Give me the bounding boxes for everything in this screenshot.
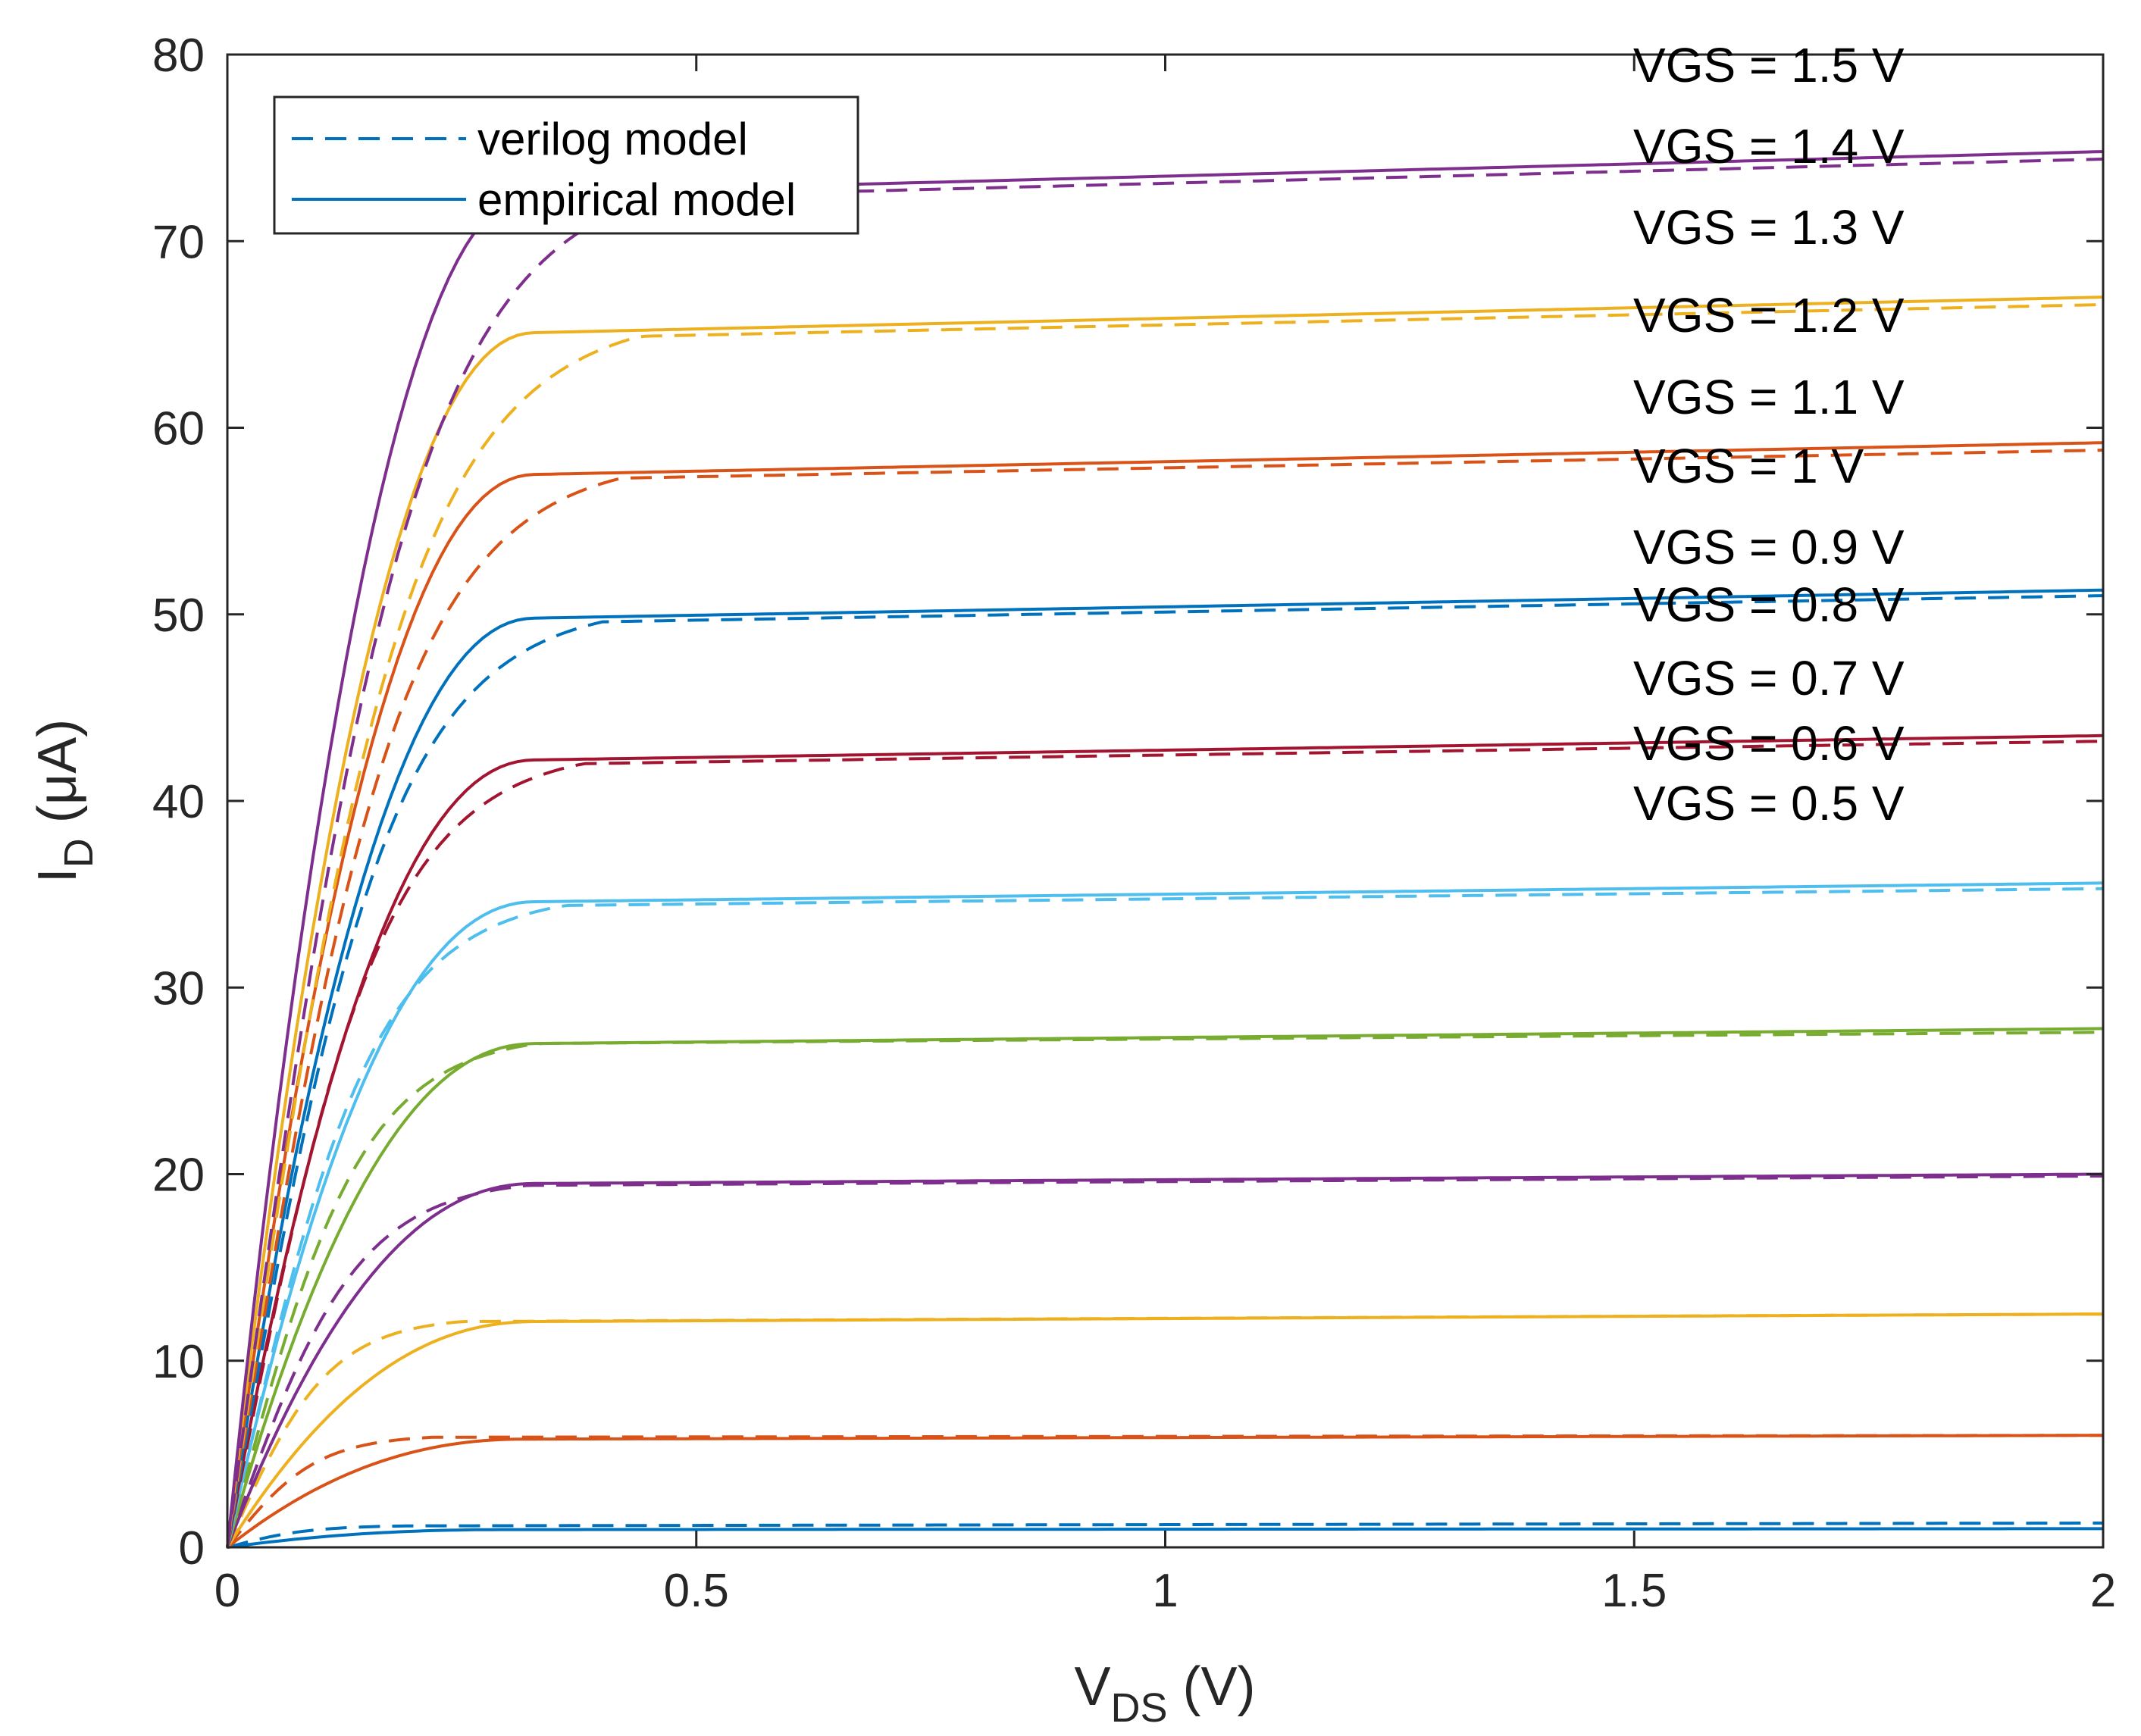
vgs-annotation: VGS = 1.3 V bbox=[1633, 200, 1905, 255]
y-tick-label: 30 bbox=[152, 962, 205, 1015]
y-axis-title-sub: D bbox=[56, 838, 102, 868]
y-tick-label: 60 bbox=[152, 403, 205, 455]
series-line-empirical bbox=[226, 1172, 2104, 1548]
series-line-verilog bbox=[226, 887, 2104, 1548]
x-tick-label: 1.5 bbox=[1601, 1565, 1667, 1617]
series-line-verilog bbox=[226, 594, 2104, 1548]
y-tick-label: 40 bbox=[152, 776, 205, 828]
x-tick-label: 0 bbox=[214, 1565, 240, 1617]
vgs-annotation: VGS = 1 V bbox=[1633, 439, 1864, 493]
x-axis-title-sub: DS bbox=[1111, 1685, 1168, 1731]
legend-label-verilog: verilog model bbox=[477, 114, 748, 164]
y-tick-label: 0 bbox=[179, 1522, 205, 1575]
vgs-annotation: VGS = 0.7 V bbox=[1633, 651, 1905, 705]
x-axis-title-main: V bbox=[1074, 1656, 1110, 1717]
y-tick-label: 20 bbox=[152, 1150, 205, 1202]
legend-box bbox=[273, 95, 859, 235]
vgs-annotation: VGS = 0.8 V bbox=[1633, 577, 1905, 632]
y-axis-title: ID (μA) bbox=[27, 719, 102, 883]
vgs-annotation: VGS = 1.5 V bbox=[1633, 38, 1905, 92]
series-line-verilog bbox=[226, 1175, 2103, 1548]
y-axis-title-unit: (μA) bbox=[27, 719, 88, 838]
y-tick-label: 50 bbox=[152, 590, 205, 642]
x-tick-label: 1 bbox=[1152, 1565, 1178, 1617]
series-line-empirical bbox=[226, 733, 2104, 1548]
series-line-verilog bbox=[226, 303, 2104, 1548]
series-line-empirical bbox=[226, 588, 2104, 1548]
series-line-empirical bbox=[226, 1027, 2104, 1548]
vgs-annotation: VGS = 0.6 V bbox=[1633, 716, 1905, 771]
x-tick-label: 2 bbox=[2090, 1565, 2116, 1617]
series-line-empirical bbox=[227, 1527, 2103, 1549]
vgs-annotation: VGS = 1.1 V bbox=[1633, 370, 1905, 424]
x-axis-title: VDS (V) bbox=[1074, 1656, 1255, 1731]
vgs-annotation: VGS = 0.5 V bbox=[1633, 776, 1905, 830]
y-tick-label: 10 bbox=[152, 1336, 205, 1388]
y-tick-label: 70 bbox=[152, 216, 205, 268]
series-line-empirical bbox=[226, 296, 2104, 1548]
vgs-annotation: VGS = 1.4 V bbox=[1633, 119, 1905, 174]
series-line-empirical bbox=[226, 1312, 2103, 1549]
series-line-empirical bbox=[226, 441, 2104, 1548]
series-line-verilog bbox=[226, 157, 2104, 1548]
vgs-annotation: VGS = 1.2 V bbox=[1633, 288, 1905, 343]
y-tick-label: 80 bbox=[152, 30, 205, 82]
legend: verilog model empirical model bbox=[273, 95, 859, 235]
x-axis-title-unit: (V) bbox=[1168, 1656, 1256, 1717]
vgs-annotation: VGS = 0.9 V bbox=[1633, 520, 1905, 574]
series-line-empirical bbox=[226, 1434, 2103, 1549]
series-line-empirical bbox=[226, 881, 2104, 1548]
y-axis-title-main: I bbox=[27, 868, 88, 883]
series-line-verilog bbox=[226, 740, 2104, 1548]
x-tick-label: 0.5 bbox=[664, 1565, 729, 1617]
legend-label-empirical: empirical model bbox=[477, 174, 796, 225]
series-line-verilog bbox=[226, 449, 2104, 1548]
series-line-verilog bbox=[227, 1522, 2103, 1549]
